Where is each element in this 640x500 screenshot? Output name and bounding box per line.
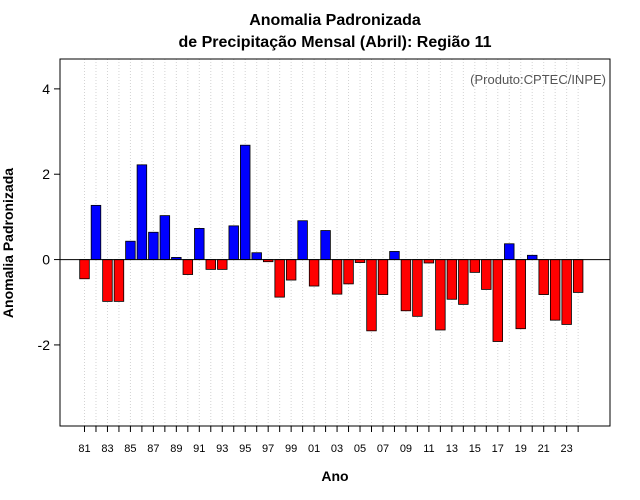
bar-1994 [228,225,239,260]
x-tick-label: 13 [446,443,458,455]
bar-2023 [561,259,572,325]
bar-2004 [343,259,354,285]
bar-2017 [492,259,503,342]
bar-2022 [549,259,561,321]
bar-2008 [389,251,400,260]
bar-1990 [182,259,194,275]
x-tick-label: 87 [147,443,159,455]
bar-2007 [377,259,389,295]
x-tick-label: 17 [492,443,504,455]
x-tick-label: 93 [216,443,228,455]
x-tick-label: 83 [101,443,113,455]
y-tick-label: 4 [42,81,50,97]
bar-2003 [331,259,343,295]
x-tick-label: 11 [423,443,434,455]
bar-1982 [90,204,102,260]
x-axis: 81 83 85 87 89 91 93 95 97 99 01 03 05 07 09 11 13 15 17 19… [78,426,579,455]
x-tick-label: 85 [124,443,136,455]
bar-1987 [148,231,159,260]
bar-1985 [125,240,136,260]
bars [79,144,584,342]
bar-1983 [102,259,113,302]
x-tick-label: 91 [193,443,205,455]
x-tick-label: 99 [285,443,297,455]
y-tick-label: -2 [38,337,51,353]
bar-2018 [504,243,515,260]
y-tick-label: 2 [42,166,50,182]
bar-1996 [251,252,262,260]
bar-2020 [527,254,538,260]
bar-2001 [308,259,320,287]
bar-2016 [481,259,492,290]
bar-1981 [79,259,90,280]
bar-2013 [446,259,458,300]
bar-2010 [412,259,423,317]
bar-2012 [435,259,446,331]
bar-2011 [423,259,435,264]
x-tick-label: 07 [377,443,389,455]
bar-2000 [297,220,308,260]
bar-1993 [217,259,228,270]
bar-2019 [515,259,526,330]
x-tick-label: 01 [308,443,320,455]
bar-1988 [159,215,171,260]
bar-2021 [538,259,549,295]
x-tick-label: 89 [170,443,182,455]
x-axis-title: Ano [321,468,348,484]
chart-title-line1: Anomalia Padronizada [249,12,421,29]
bar-2006 [366,259,377,332]
y-axis-title: Anomalia Padronizada [0,168,16,318]
bar-1986 [136,164,148,260]
bar-2009 [400,259,412,312]
bar-1999 [285,259,297,281]
bar-1995 [240,144,251,260]
y-axis: -2 0 2 4 [38,81,60,353]
bar-2014 [458,259,469,305]
bar-1998 [274,259,285,298]
x-tick-label: 03 [331,443,343,455]
plot-frame [59,58,611,427]
x-tick-label: 15 [469,443,481,455]
chart-title-line2: de Precipitação Mensal (Abril): Região 1… [179,34,492,51]
credit-annotation: (Produto:CPTEC/INPE) [470,72,606,87]
x-tick-label: 19 [515,443,527,455]
bar-1992 [205,259,216,270]
x-tick-label: 23 [561,443,573,455]
x-tick-label: 97 [262,443,274,455]
x-tick-label: 09 [400,443,412,455]
x-tick-label: 95 [239,443,251,455]
bar-2015 [469,259,481,273]
x-tick-label: 05 [354,443,366,455]
bar-2024 [572,259,584,293]
y-tick-label: 0 [42,252,50,268]
bar-1984 [113,259,125,302]
x-tick-label: 81 [78,443,90,455]
bar-1991 [194,228,205,260]
x-tick-label: 21 [538,443,550,455]
bar-2002 [320,230,331,260]
